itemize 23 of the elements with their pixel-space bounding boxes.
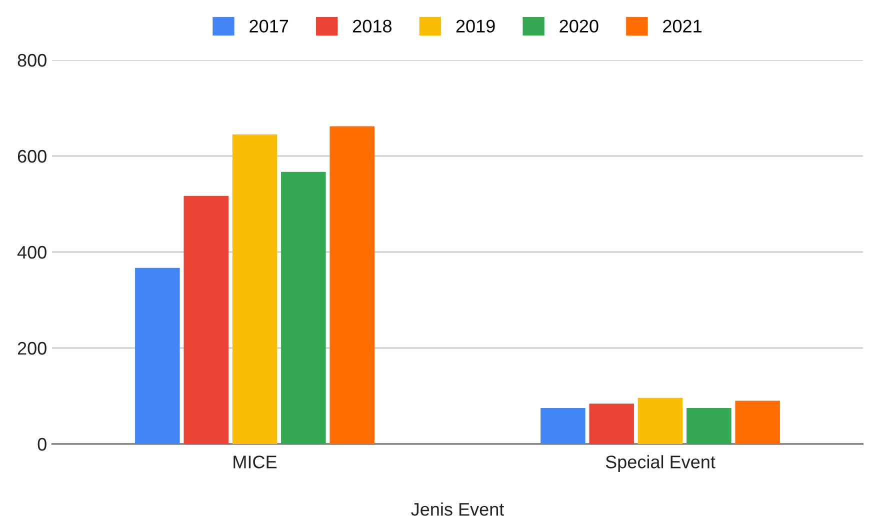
bar — [135, 268, 180, 444]
legend-label: 2019 — [456, 20, 495, 32]
x-tick-label: MICE — [234, 456, 277, 468]
legend-label: 2018 — [353, 20, 392, 32]
bar — [540, 408, 586, 444]
bar — [232, 134, 278, 444]
x-tick-label: Special Event — [606, 455, 716, 472]
y-tick-label: 600 — [18, 150, 46, 163]
legend-label: 2020 — [560, 20, 598, 32]
bar — [589, 404, 634, 444]
y-tick-label: 0 — [38, 438, 46, 451]
bar — [281, 172, 326, 444]
y-tick-label: 400 — [17, 246, 46, 259]
y-tick-label: 200 — [18, 342, 46, 355]
bar — [735, 400, 780, 444]
bar — [638, 398, 683, 444]
bar — [686, 408, 732, 444]
legend-label: 2017 — [250, 20, 288, 32]
x-axis-title: Jenis Event — [411, 502, 504, 516]
bar — [184, 196, 228, 444]
legend-label: 2021 — [663, 20, 702, 32]
bar — [330, 126, 374, 444]
y-tick-label: 800 — [18, 54, 46, 67]
